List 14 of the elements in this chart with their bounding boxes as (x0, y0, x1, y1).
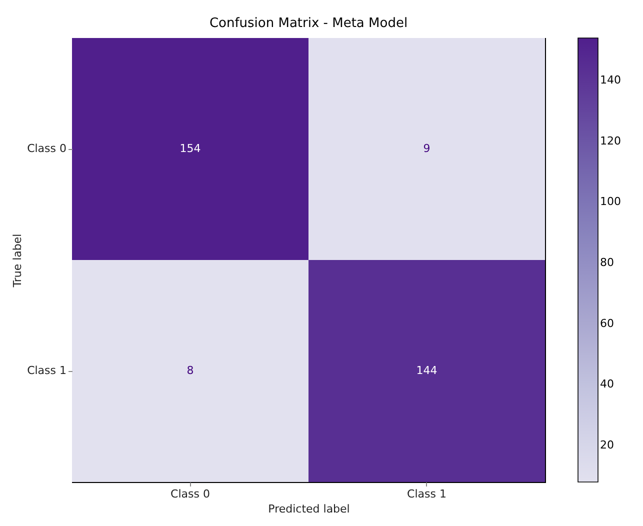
data-label: 154 (180, 142, 201, 155)
data-label: 9 (423, 142, 430, 155)
color-bar-label: 60 (600, 316, 614, 330)
color-bar-label: 140 (600, 74, 621, 87)
color-bar-label: 40 (600, 378, 614, 391)
color-bar-label: 20 (600, 438, 614, 452)
data-label: 8 (186, 364, 194, 377)
y-axis-title: True label (11, 234, 24, 288)
color-bar-label: 80 (600, 256, 614, 270)
color-bar-label: 100 (600, 195, 621, 208)
data-label: 144 (416, 364, 438, 377)
color-bar-label: 120 (600, 134, 621, 148)
x-axis-title: Predicted label (268, 502, 350, 516)
chart-title: Confusion Matrix - Meta Model (209, 16, 408, 31)
